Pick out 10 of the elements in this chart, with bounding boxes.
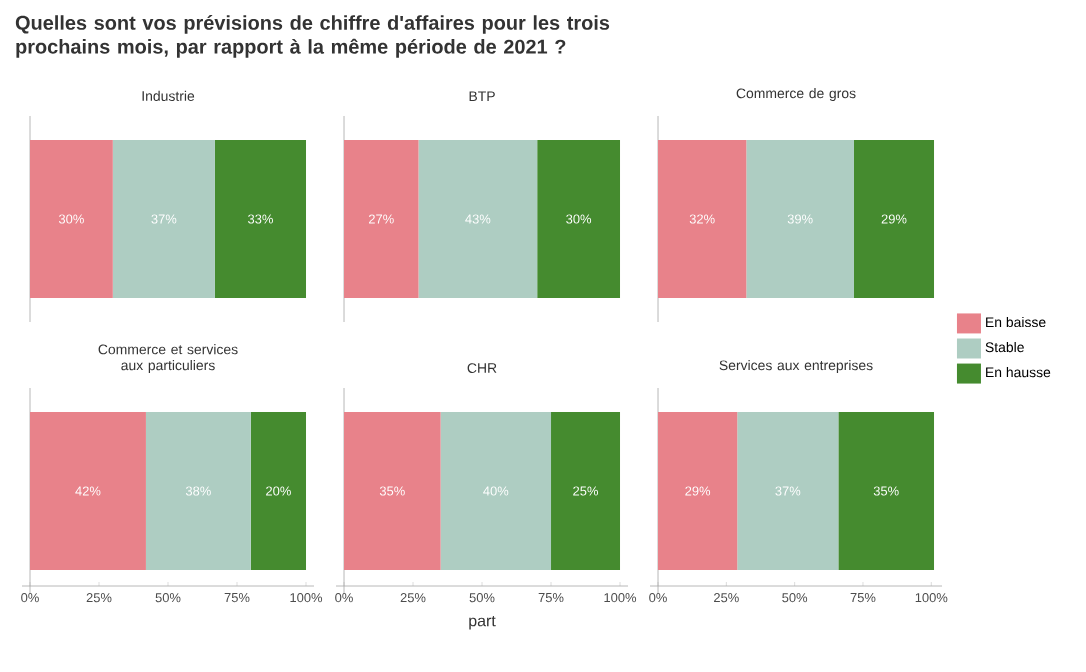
bar bbox=[440, 412, 552, 570]
bar bbox=[838, 412, 935, 570]
bar bbox=[30, 412, 146, 570]
bar bbox=[658, 412, 738, 570]
text: Quelles sont vos prévisions de chiffre d'affaires pour les trois prochains mois, par rapport à la même période de 2021 ? bbox=[15, 15, 610, 58]
bar bbox=[145, 412, 251, 570]
bar bbox=[250, 412, 307, 570]
bar bbox=[737, 412, 839, 570]
bar bbox=[344, 412, 441, 570]
bar bbox=[551, 412, 621, 570]
